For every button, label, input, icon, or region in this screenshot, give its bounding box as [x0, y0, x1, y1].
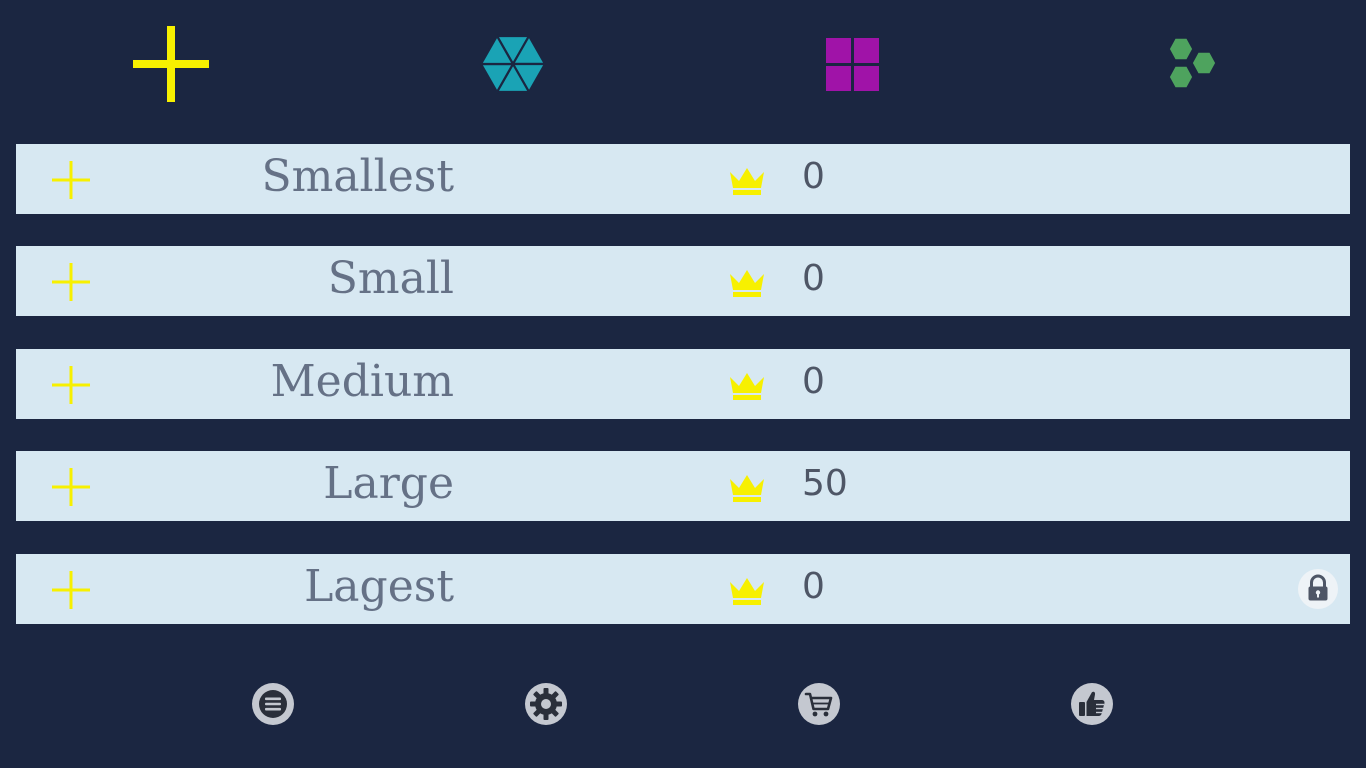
plus-icon	[52, 366, 90, 404]
plus-icon	[52, 571, 90, 609]
level-label: Large	[323, 458, 454, 509]
mode-tabs	[0, 0, 1366, 130]
crown-icon	[730, 373, 764, 400]
tab-hexagon[interactable]	[1162, 32, 1228, 96]
settings-button[interactable]	[524, 682, 568, 726]
plus-icon	[133, 26, 209, 102]
level-row-smallest[interactable]: Smallest 0	[16, 144, 1350, 214]
four-squares-icon	[826, 38, 879, 91]
crown-icon	[730, 168, 764, 195]
plus-icon	[52, 468, 90, 506]
level-row-largest[interactable]: Lagest 0	[16, 554, 1350, 624]
level-label: Smallest	[261, 151, 454, 202]
shop-button[interactable]	[797, 682, 841, 726]
crown-icon	[730, 475, 764, 502]
bottom-toolbar	[0, 660, 1366, 750]
like-button[interactable]	[1070, 682, 1114, 726]
hexagon-triangles-icon	[479, 34, 547, 94]
lock-icon	[1298, 569, 1338, 609]
level-row-medium[interactable]: Medium 0	[16, 349, 1350, 419]
cart-icon	[798, 683, 840, 725]
level-best-score: 0	[802, 361, 825, 402]
crown-icon	[730, 578, 764, 605]
hexagon-cluster-icon	[1168, 37, 1217, 89]
tab-triangle[interactable]	[476, 30, 550, 98]
level-row-small[interactable]: Small 0	[16, 246, 1350, 316]
menu-icon	[252, 683, 294, 725]
level-best-score: 0	[802, 566, 825, 607]
level-best-score: 50	[802, 463, 848, 504]
plus-icon	[52, 263, 90, 301]
level-best-score: 0	[802, 156, 825, 197]
tab-plus[interactable]	[128, 22, 214, 106]
level-best-score: 0	[802, 258, 825, 299]
thumbs-up-icon	[1071, 683, 1113, 725]
plus-icon	[52, 161, 90, 199]
menu-button[interactable]	[251, 682, 295, 726]
gear-icon	[525, 683, 567, 725]
level-label: Lagest	[304, 561, 454, 612]
level-row-large[interactable]: Large 50	[16, 451, 1350, 521]
level-label: Medium	[270, 356, 454, 407]
level-label: Small	[327, 253, 454, 304]
tab-square[interactable]	[820, 32, 886, 96]
crown-icon	[730, 270, 764, 297]
